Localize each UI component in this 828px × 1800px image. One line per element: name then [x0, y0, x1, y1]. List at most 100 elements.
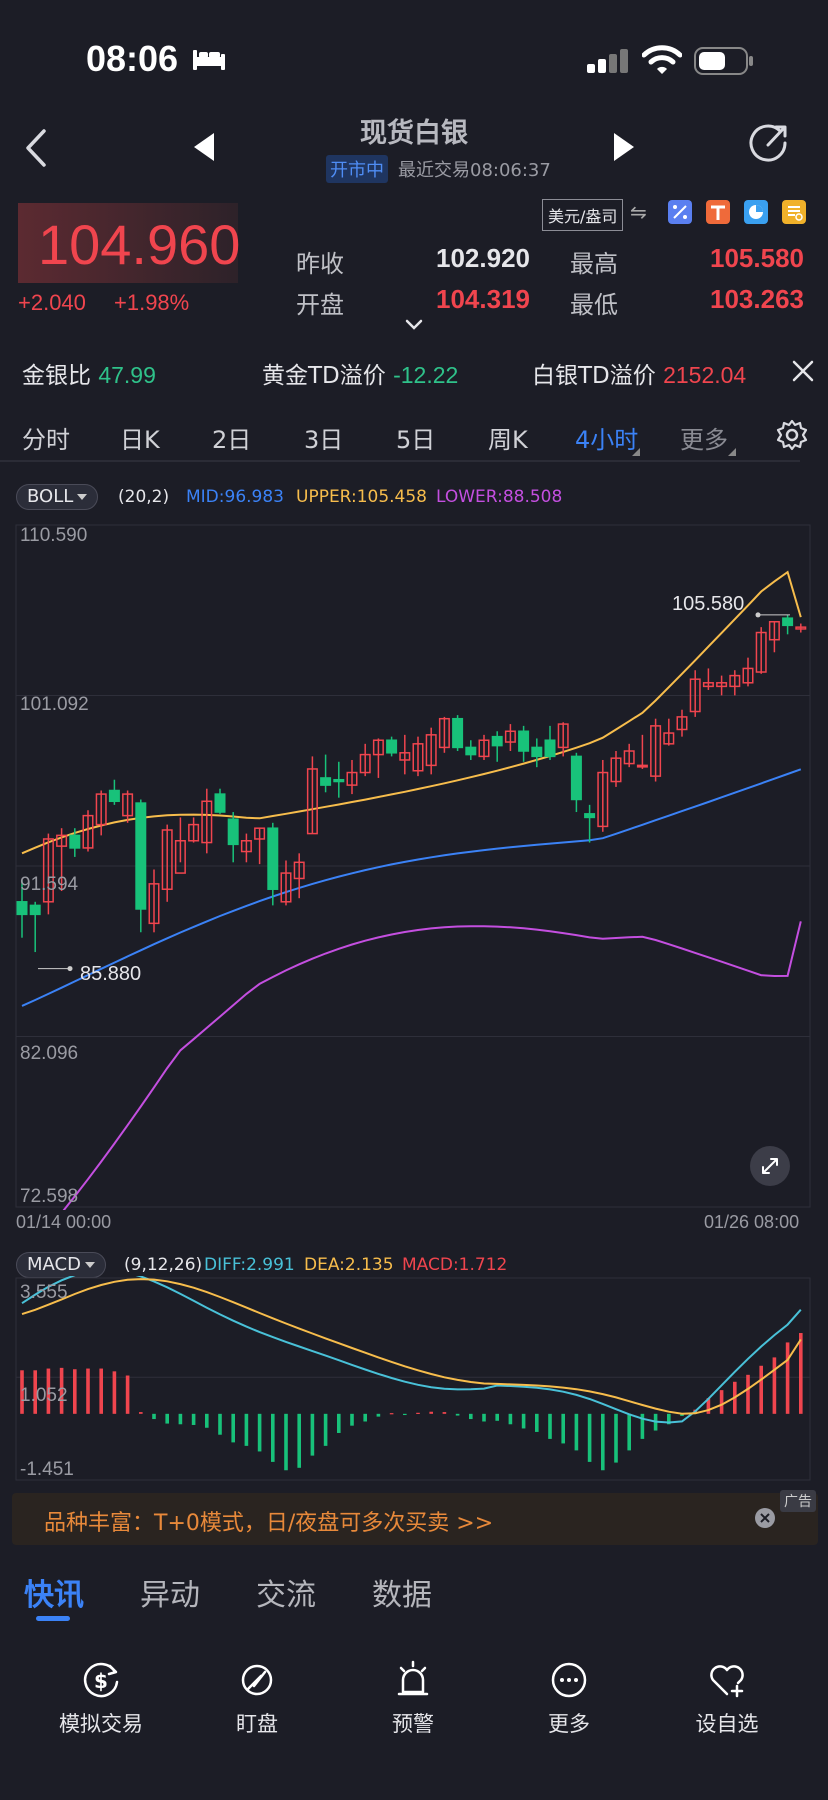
pie-chart-icon[interactable] [744, 200, 768, 224]
unit-toggle-button[interactable]: 美元/盎司 [542, 199, 624, 231]
min-marker-dot [67, 966, 73, 972]
share-icon[interactable] [744, 119, 792, 167]
candle-body [623, 750, 635, 765]
tab-discussion[interactable]: 交流 [256, 1578, 316, 1613]
high-label: 最高 [570, 250, 618, 278]
candle-body [412, 743, 424, 772]
tab-5day[interactable]: 5日 [396, 426, 436, 454]
macd-frame [15, 1277, 811, 1481]
nav-header: 现货白银 开市中 最近交易08:06:37 [0, 105, 828, 185]
boll-lower: LOWER:88.508 [436, 487, 563, 507]
boll-lower-line [62, 921, 802, 1210]
macd-bar [191, 1413, 196, 1425]
tab-data[interactable]: 数据 [372, 1578, 432, 1613]
candle-body [122, 793, 134, 817]
candle-body [386, 739, 398, 754]
macd-bar [86, 1368, 90, 1414]
bottom-nav-more[interactable]: 更多 [504, 1658, 634, 1738]
percent-tool-icon[interactable] [668, 200, 692, 224]
bottom-nav-alert[interactable]: 预警 [348, 1658, 478, 1738]
cellular-signal-icon [587, 49, 628, 73]
macd-bar [218, 1413, 222, 1435]
market-status-badge: 开市中 [326, 155, 388, 183]
macd-bar [667, 1413, 671, 1425]
macd-bar [112, 1371, 117, 1414]
bottom-nav: $ 模拟交易 盯盘 预警 更多 设自选 [0, 1640, 828, 1800]
news-icon[interactable] [782, 200, 806, 224]
bottom-nav-simulated-trading[interactable]: $ 模拟交易 [36, 1658, 166, 1738]
period-tabs: 分时 日K 2日 3日 5日 周K 4小时 更多 [0, 412, 800, 462]
x-axis-end-date: 01/26 08:00 [704, 1212, 800, 1232]
candle-body [267, 827, 279, 890]
candle-body [188, 823, 200, 842]
ad-banner[interactable]: 品种丰富：T+0模式，日/夜盘可多次买卖 >> [12, 1493, 818, 1545]
tab-3day[interactable]: 3日 [304, 426, 344, 454]
gear-icon[interactable] [776, 419, 808, 451]
macd-bar [165, 1413, 169, 1424]
bottom-nav-watch[interactable]: 盯盘 [192, 1658, 322, 1738]
next-instrument-icon[interactable] [608, 129, 638, 165]
tab-movements[interactable]: 异动 [140, 1578, 200, 1613]
expand-chevron-icon[interactable] [404, 318, 424, 332]
macd-chart[interactable]: 3.555 1.052 -1.451 [0, 1276, 828, 1482]
macd-bar [20, 1370, 24, 1414]
candlestick-chart[interactable]: 110.590 101.092 91.594 82.096 72.598 105… [0, 520, 828, 1210]
last-trade-time: 最近交易08:06:37 [398, 160, 551, 181]
previous-instrument-icon[interactable] [190, 129, 220, 165]
macd-dea-line [21, 1278, 802, 1415]
alarm-icon [397, 1660, 429, 1696]
prev-close-label: 昨收 [296, 250, 344, 278]
candle-body [56, 834, 68, 847]
ratio-value: 2152.04 [663, 362, 747, 388]
macd-bar [403, 1413, 407, 1416]
t-tool-icon[interactable] [706, 200, 730, 224]
candle-body [333, 778, 345, 783]
close-icon[interactable] [790, 358, 816, 384]
fullscreen-button[interactable] [750, 1146, 790, 1186]
max-marker-dot [755, 612, 761, 618]
tab-weekly[interactable]: 周K [488, 426, 528, 454]
macd-bar [205, 1413, 209, 1428]
macd-bar [99, 1368, 103, 1414]
tab-more[interactable]: 更多 [680, 426, 728, 454]
close-icon [760, 1513, 770, 1523]
candle-body [346, 771, 358, 786]
candle-body [584, 813, 596, 819]
candle-body [689, 678, 701, 713]
macd-bar [297, 1413, 301, 1468]
candle-body [742, 667, 754, 684]
boll-upper-line [21, 570, 802, 855]
candle-body [240, 840, 252, 853]
tab-flash-news[interactable]: 快讯 [24, 1578, 84, 1613]
macd-y-label: 1.052 [20, 1385, 68, 1406]
bottom-nav-add-watchlist[interactable]: 设自选 [662, 1658, 792, 1738]
macd-bar [244, 1413, 249, 1446]
candle-body [174, 840, 186, 874]
boll-legend: BOLL (20,2) MID:96.983 UPPER:105.458 LOW… [0, 484, 828, 510]
candle-body [729, 674, 741, 688]
macd-bar [706, 1398, 711, 1414]
candle-body [254, 827, 266, 840]
bottom-nav-label: 预警 [392, 1712, 434, 1736]
tab-intraday[interactable]: 分时 [22, 426, 70, 454]
macd-bar [125, 1375, 130, 1414]
indicator-selector-boll[interactable]: BOLL [16, 484, 99, 510]
back-icon[interactable] [18, 123, 58, 173]
ratio-value: 47.99 [98, 362, 156, 388]
tab-4hour[interactable]: 4小时 [575, 426, 639, 454]
svg-text:$: $ [94, 1669, 108, 1693]
bottom-nav-label: 盯盘 [236, 1712, 278, 1736]
indicator-selector-macd[interactable]: MACD [16, 1252, 106, 1278]
bottom-nav-label: 设自选 [695, 1712, 759, 1736]
tab-2day[interactable]: 2日 [212, 426, 252, 454]
ad-close-button[interactable] [755, 1508, 775, 1528]
candle-body [293, 861, 305, 880]
tab-daily[interactable]: 日K [120, 426, 160, 454]
candle-body [306, 768, 318, 835]
macd-bar [719, 1390, 724, 1414]
ratio-row: 金银比 47.99 黄金TD溢价 -12.22 白银TD溢价 2152.04 [0, 350, 828, 392]
y-axis-label: 72.598 [20, 1186, 78, 1207]
open-value: 104.319 [436, 284, 530, 314]
active-tab-indicator [36, 1616, 70, 1621]
swap-unit-icon[interactable]: ⇋ [630, 200, 647, 224]
